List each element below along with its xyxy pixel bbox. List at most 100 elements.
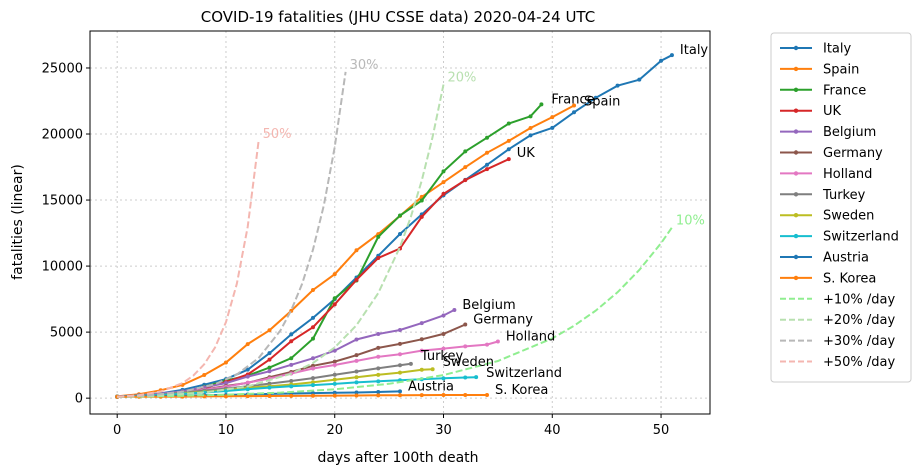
series-line-50-day (117, 140, 260, 398)
series-point-turkey (354, 369, 359, 374)
series-point-s-korea (245, 394, 250, 399)
series-point-s-korea (332, 393, 337, 398)
series-point-sweden (430, 367, 435, 372)
series-point-switzerland (267, 385, 272, 390)
series-point-s-korea (289, 393, 294, 398)
legend-label-france: France (823, 83, 866, 98)
series-point-france (539, 102, 544, 107)
annotation-spain: Spain (584, 95, 620, 110)
legend-marker-spain (793, 66, 799, 72)
series-point-spain (354, 248, 359, 253)
series-point-italy (398, 232, 402, 237)
series-point-germany (441, 331, 446, 336)
series-point-belgium (223, 381, 228, 386)
annotation-30-day: 30% (350, 58, 379, 73)
series-point-germany (463, 322, 468, 327)
series-point-spain (572, 103, 577, 108)
series-point-s-korea (267, 393, 272, 398)
x-tick-label: 0 (113, 423, 121, 438)
annotation-sweden: Sweden (443, 355, 494, 370)
series-point-sweden (398, 370, 402, 375)
series-point-uk (441, 191, 446, 196)
series-point-uk (506, 157, 511, 162)
legend: Italy Spain France UK Belgium Germany Holland T… (770, 32, 912, 383)
series-point-uk (267, 357, 272, 362)
series-point-switzerland (245, 387, 250, 392)
series-point-italy (659, 58, 664, 63)
legend-marker-s-korea (793, 275, 799, 281)
series-point-uk (310, 325, 315, 330)
y-tick-label: 0 (75, 392, 83, 407)
series-point-spain (332, 272, 337, 277)
series-point-sweden (310, 380, 315, 385)
series-point-austria (332, 390, 337, 395)
series-point-belgium (354, 337, 359, 342)
series-point-switzerland (441, 376, 446, 381)
series-point-holland (495, 339, 500, 344)
series-point-italy (267, 351, 272, 356)
series-point-belgium (419, 321, 424, 326)
annotation-20-day: 20% (448, 71, 477, 86)
series-point-s-korea (354, 393, 359, 398)
series-point-austria (376, 390, 381, 395)
series-line-20-day (117, 84, 445, 398)
legend-label-austria: Austria (823, 251, 869, 266)
annotation-belgium: Belgium (462, 298, 515, 313)
series-point-switzerland (463, 375, 468, 380)
series-point-holland (245, 380, 250, 385)
series-point-s-korea (441, 393, 446, 398)
series-point-uk (463, 178, 468, 183)
series-point-spain (245, 342, 250, 347)
series-point-spain (267, 328, 272, 333)
legend-label-20-day: +20% /day (823, 313, 896, 328)
annotation-50-day: 50% (263, 127, 292, 142)
series-point-france (506, 121, 511, 126)
series-point-belgium (289, 362, 294, 367)
legend-marker-belgium (793, 129, 799, 134)
series-point-s-korea (419, 393, 424, 398)
series-point-uk (376, 256, 381, 261)
series-point-turkey (408, 361, 413, 366)
series-point-germany (332, 359, 337, 364)
legend-marker-germany (793, 150, 799, 155)
series-point-italy (485, 162, 490, 167)
legend-label-turkey: Turkey (822, 188, 866, 203)
series-point-italy (637, 77, 642, 82)
series-point-france (267, 365, 272, 370)
legend-marker-france (793, 87, 799, 93)
series-point-italy (506, 147, 511, 152)
series-point-holland (463, 344, 468, 349)
series-point-holland (419, 348, 424, 353)
series-point-sweden (354, 375, 359, 380)
legend-label-10-day: +10% /day (823, 292, 896, 307)
series-point-spain (550, 115, 555, 120)
series-point-belgium (452, 307, 457, 312)
y-tick-label: 10000 (42, 260, 83, 275)
series-point-turkey (376, 366, 381, 371)
series-point-france (289, 356, 294, 361)
series-point-belgium (398, 327, 402, 332)
series-line-30-day (117, 71, 347, 398)
series-point-spain (506, 138, 511, 143)
legend-label-switzerland: Switzerland (823, 230, 899, 245)
series-point-spain (441, 180, 446, 185)
annotation-france: France (551, 92, 594, 107)
series-point-belgium (267, 369, 272, 374)
series-point-spain (310, 288, 315, 293)
series-point-s-korea (376, 393, 381, 398)
series-point-france (485, 135, 490, 140)
x-tick-label: 10 (218, 423, 235, 438)
series-point-belgium (376, 332, 381, 337)
legend-marker-uk (793, 108, 799, 113)
annotation-holland: Holland (506, 330, 555, 345)
series-line-spain (117, 104, 575, 398)
series-point-switzerland (474, 375, 479, 380)
series-point-italy (593, 95, 598, 100)
series-point-holland (354, 358, 359, 363)
series-point-turkey (332, 372, 337, 377)
series-point-sweden (332, 377, 337, 382)
y-tick-label: 20000 (42, 128, 83, 143)
series-point-france (376, 234, 381, 239)
legend-label-germany: Germany (823, 146, 883, 161)
